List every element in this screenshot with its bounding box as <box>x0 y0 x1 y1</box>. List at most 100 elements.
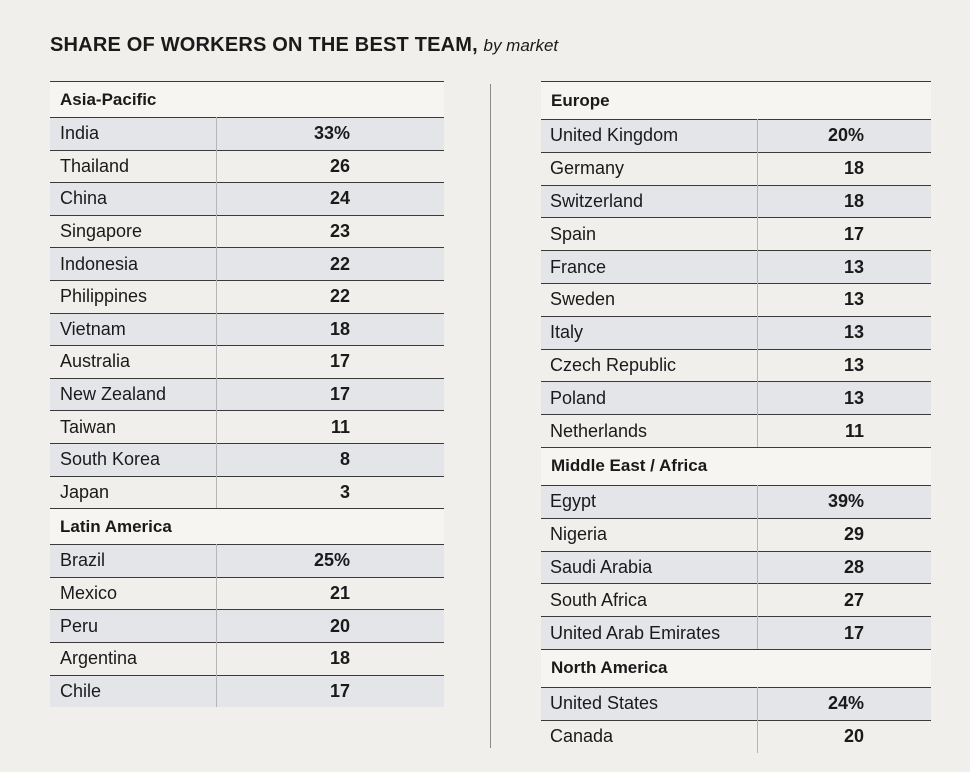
country-label: Argentina <box>60 648 138 669</box>
share-value: 13 <box>843 322 864 343</box>
share-value: 29 <box>843 524 864 545</box>
share-value: 17 <box>329 351 350 372</box>
country-label: Peru <box>60 615 99 636</box>
share-value: 20 <box>329 615 350 636</box>
table-row: France 13 <box>541 250 931 283</box>
column-divider <box>490 84 491 748</box>
share-value: 33% <box>313 123 350 144</box>
table-row: Vietnam 18 <box>50 312 444 346</box>
country-label: United Arab Emirates <box>550 622 721 643</box>
share-value: 22 <box>329 286 350 307</box>
country-label: South Africa <box>550 589 648 610</box>
country-label: Spain <box>550 223 597 244</box>
region-header-asia-pacific: Asia-Pacific <box>50 81 444 117</box>
share-value: 26 <box>329 155 350 176</box>
table-row: Philippines 22 <box>50 279 444 313</box>
table-column-left: Asia-Pacific India 33% Thailand 26 China 24 Sin… <box>50 81 444 708</box>
table-row: Czech Republic 13 <box>541 348 931 382</box>
country-label: Indonesia <box>60 253 139 274</box>
table-row: Nigeria 29 <box>541 517 931 551</box>
cell-separator-line <box>216 117 217 509</box>
table-row: Brazil 25% <box>50 544 444 577</box>
table-row: Switzerland 18 <box>541 184 931 218</box>
share-value: 28 <box>843 556 864 577</box>
country-label: Thailand <box>60 155 130 176</box>
table-row: Egypt 39% <box>541 484 931 518</box>
chart-title: SHARE OF WORKERS ON THE BEST TEAM, by ma… <box>50 32 558 59</box>
table-row: Indonesia 22 <box>50 247 444 280</box>
share-value: 18 <box>843 190 864 211</box>
share-value: 25% <box>313 550 350 571</box>
share-value: 18 <box>843 158 864 179</box>
share-value: 21 <box>329 583 350 604</box>
share-value: 17 <box>843 223 864 244</box>
share-value: 13 <box>843 387 864 408</box>
country-label: Switzerland <box>550 190 644 211</box>
country-label: Chile <box>60 680 102 701</box>
table-row: Australia 17 <box>50 345 444 378</box>
region-rows-asia-pacific: India 33% Thailand 26 China 24 Singapore 23 Indo… <box>50 117 444 509</box>
share-value: 20% <box>827 125 864 146</box>
country-label: Germany <box>550 158 625 179</box>
table-row: China 24 <box>50 182 444 215</box>
share-value: 24% <box>827 693 864 714</box>
country-label: Australia <box>60 351 131 372</box>
country-label: Egypt <box>550 491 597 512</box>
table-row: Germany 18 <box>541 151 931 185</box>
share-value: 18 <box>329 648 350 669</box>
table-row: United Arab Emirates 17 <box>541 616 931 649</box>
share-value: 18 <box>329 318 350 339</box>
region-header-latin-america: Latin America <box>50 508 444 545</box>
share-value: 13 <box>843 354 864 375</box>
country-label: Saudi Arabia <box>550 556 653 577</box>
table-row: South Korea 8 <box>50 442 444 476</box>
table-row: Peru 20 <box>50 609 444 642</box>
country-label: Mexico <box>60 583 118 604</box>
table-row: India 33% <box>50 117 444 150</box>
country-label: Singapore <box>60 221 143 242</box>
share-value: 22 <box>329 253 350 274</box>
share-value: 17 <box>329 384 350 405</box>
cell-separator-line <box>757 686 758 753</box>
table-row: Mexico 21 <box>50 576 444 610</box>
country-label: Italy <box>550 322 584 343</box>
share-value: 8 <box>339 449 350 470</box>
country-label: Czech Republic <box>550 354 677 375</box>
share-value: 13 <box>843 289 864 310</box>
country-label: India <box>60 123 100 144</box>
chart-title-main: SHARE OF WORKERS ON THE BEST TEAM, <box>50 34 478 56</box>
region-rows-north-america: United States 24% Canada 20 <box>541 686 931 753</box>
region-header-middle-east-africa: Middle East / Africa <box>541 446 931 485</box>
country-label: South Korea <box>60 449 161 470</box>
table-row: New Zealand 17 <box>50 377 444 411</box>
region-header-europe: Europe <box>541 81 931 119</box>
country-label: Nigeria <box>550 524 608 545</box>
table-row: Spain 17 <box>541 217 931 250</box>
table-row: Poland 13 <box>541 381 931 415</box>
chart-title-sub: by market <box>483 36 559 55</box>
share-value: 11 <box>844 420 864 441</box>
cell-separator-line <box>757 119 758 447</box>
country-label: New Zealand <box>60 384 167 405</box>
table-row: United Kingdom 20% <box>541 119 931 152</box>
country-label: Poland <box>550 387 607 408</box>
share-value: 27 <box>843 589 864 610</box>
region-header-north-america: North America <box>541 648 931 687</box>
table-row: Japan 3 <box>50 475 444 509</box>
country-label: Brazil <box>60 550 106 571</box>
cell-separator-line <box>757 484 758 649</box>
country-label: United Kingdom <box>550 125 679 146</box>
table-row: Saudi Arabia 28 <box>541 550 931 584</box>
table-row: Taiwan 11 <box>50 410 444 443</box>
region-rows-middle-east-africa: Egypt 39% Nigeria 29 Saudi Arabia 28 South Afr… <box>541 484 931 649</box>
table-row: Thailand 26 <box>50 149 444 183</box>
table-row: Singapore 23 <box>50 214 444 248</box>
share-value: 24 <box>329 188 350 209</box>
country-label: Netherlands <box>550 420 648 441</box>
region-rows-europe: United Kingdom 20% Germany 18 Switzerland 18 S… <box>541 119 931 447</box>
share-value: 17 <box>329 680 350 701</box>
table-row: Chile 17 <box>50 674 444 708</box>
share-value: 13 <box>843 256 864 277</box>
table-row: United States 24% <box>541 686 931 720</box>
cell-separator-line <box>216 544 217 708</box>
